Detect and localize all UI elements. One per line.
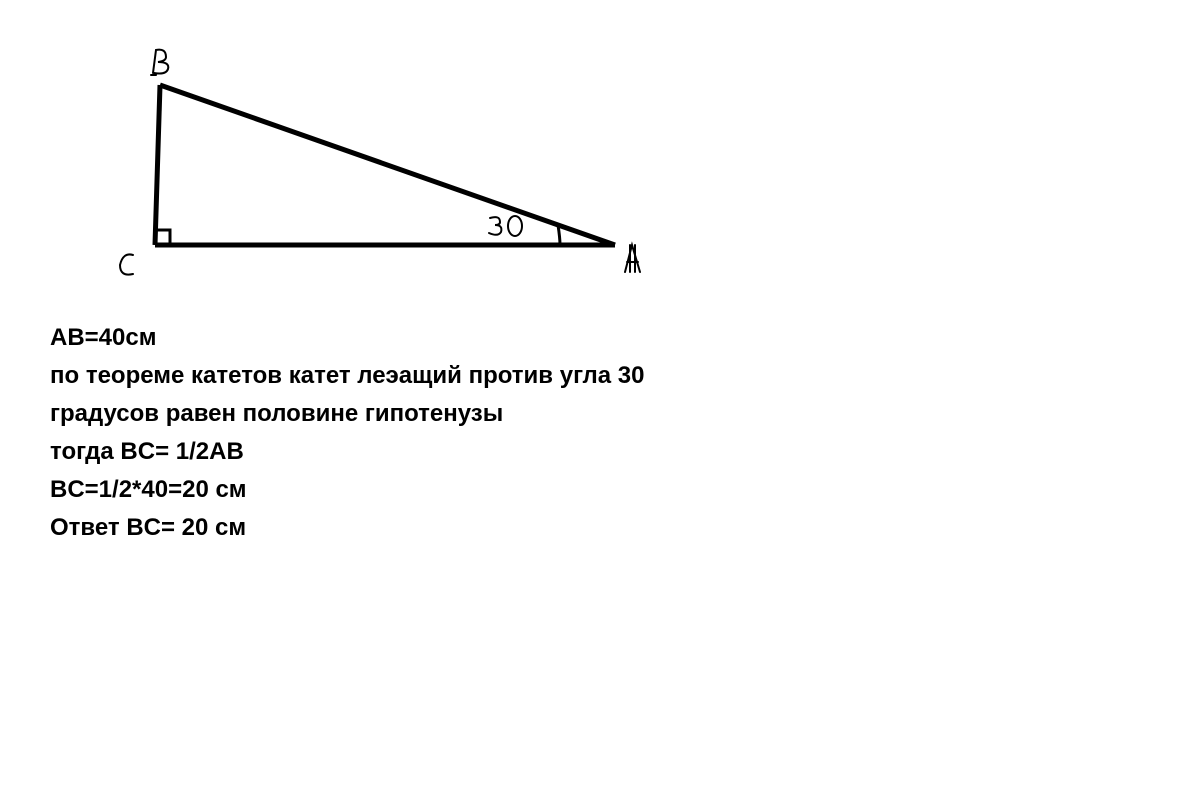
solution-line-3: градусов равен половине гипотенузы [50, 396, 644, 432]
label-a-svg [620, 240, 650, 280]
triangle-diagram [60, 40, 660, 290]
solution-line-5: BC=1/2*40=20 см [50, 472, 644, 508]
solution-line-1: AB=40см [50, 320, 644, 356]
solution-line-4: тогда BC= 1/2AB [50, 434, 644, 470]
label-c-svg [115, 247, 140, 282]
solution-line-2: по теореме катетов катет леэащий против … [50, 358, 644, 394]
angle-arc [558, 225, 560, 245]
angle-text-svg [485, 210, 545, 240]
vertex-c-label [115, 247, 140, 289]
vertex-a-label [620, 240, 650, 287]
solution-block: AB=40см по теореме катетов катет леэащий… [50, 320, 644, 548]
solution-line-6: Ответ BC= 20 см [50, 510, 644, 546]
side-bc [155, 85, 160, 245]
side-ba [160, 85, 615, 245]
angle-30-label [485, 210, 545, 247]
label-b-svg [148, 45, 178, 80]
vertex-b-label [148, 45, 178, 87]
